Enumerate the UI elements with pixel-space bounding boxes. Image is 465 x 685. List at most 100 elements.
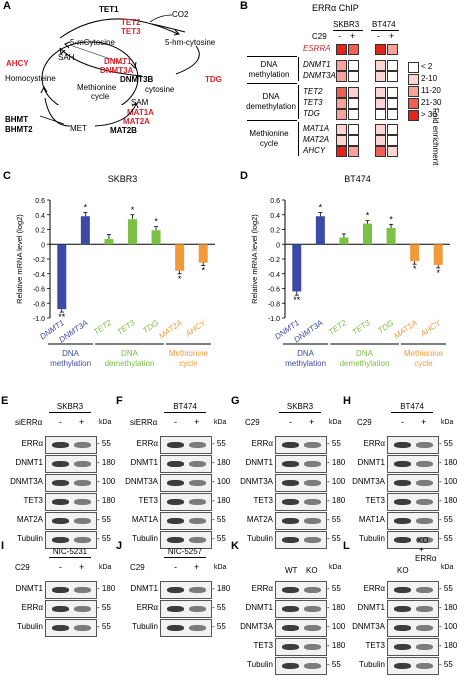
- y-tick-label: -1.0: [33, 316, 45, 323]
- group-label: DNA: [62, 349, 80, 358]
- 5hmc-label: 5-hm-cytosine: [165, 38, 216, 47]
- panel-label: K: [231, 540, 239, 552]
- blot-strip: [387, 619, 439, 637]
- blot-row-label: DNMT3A: [240, 476, 273, 486]
- blot-band: [189, 460, 206, 468]
- group-divider: [247, 56, 297, 57]
- panel-label: H: [343, 395, 351, 407]
- blot-strip: [45, 619, 97, 637]
- kda-value: - 55: [97, 514, 111, 524]
- lane-label: KO: [306, 566, 318, 575]
- blot-row-label: DNMT1: [357, 602, 385, 612]
- blot-band: [282, 498, 299, 506]
- blot-row-label: DNMT3A: [10, 476, 43, 486]
- blot-band: [167, 479, 184, 487]
- methionine-cycle-label: Methionine: [77, 83, 117, 92]
- heatmap-cell: [375, 71, 386, 82]
- treatment-label: C29: [245, 418, 260, 427]
- legend-label: < 2: [421, 62, 433, 71]
- 5mc-label: 5-mCytosine: [70, 38, 115, 47]
- blot-band: [416, 624, 433, 632]
- blot-band: [74, 479, 91, 487]
- heatmap-cell: [348, 60, 359, 71]
- bar: [386, 228, 396, 245]
- treatment-label: siERRα: [15, 418, 43, 427]
- blot-row-label: Tubulin: [247, 659, 273, 669]
- methionine-cycle-label-2: cycle: [91, 92, 110, 101]
- mat2b-label: MAT2B: [110, 126, 137, 135]
- blot-row-label: TET3: [365, 640, 385, 650]
- y-tick-label: -1.0: [268, 316, 280, 323]
- ahcy-label: AHCY: [6, 59, 29, 68]
- heatmap-cell: [375, 135, 386, 146]
- blot-band: [282, 479, 299, 487]
- blot-row-label: Tubulin: [359, 659, 385, 669]
- legend-label: > 30: [421, 110, 437, 119]
- blot-row-label: TET3: [138, 495, 158, 505]
- y-axis-label: Relative mRNA level (log2): [15, 214, 24, 304]
- blot-row-label: MAT1A: [358, 514, 385, 524]
- y-tick-label: -0.6: [268, 287, 280, 294]
- heatmap-cell: [375, 87, 386, 98]
- kda-value: - 100: [439, 621, 458, 631]
- blot-strip: [275, 600, 327, 618]
- blot-band: [304, 662, 321, 670]
- kda-value: - 55: [439, 438, 453, 448]
- lane-label: WT: [285, 566, 298, 575]
- heatmap-cell: [387, 135, 398, 146]
- kda-value: - 180: [212, 495, 231, 505]
- kda-value: - 55: [212, 514, 226, 524]
- blot-band: [304, 605, 321, 613]
- blot-band: [167, 605, 184, 613]
- blot-underline: [164, 557, 206, 558]
- y-tick-label: -0.8: [33, 301, 45, 308]
- y-axis-label: Relative mRNA level (log2): [250, 214, 259, 304]
- significance-star: *: [201, 266, 205, 276]
- blot-row-label: ERRα: [136, 602, 158, 612]
- significance-star: **: [293, 295, 301, 305]
- gene-tet3: TET3: [303, 98, 323, 107]
- blot-band: [304, 441, 321, 449]
- co2-label: CO2: [172, 10, 189, 19]
- blot-band: [416, 517, 433, 525]
- blot-strip: [387, 638, 439, 656]
- blot-strip: [160, 531, 212, 549]
- lane-label: KO: [397, 566, 409, 575]
- blot-band: [282, 536, 299, 544]
- significance-star: *: [436, 268, 440, 278]
- skbr3-underline: [333, 30, 363, 31]
- panel-label: E: [1, 395, 9, 407]
- kda-value: - 100: [97, 476, 116, 486]
- blot-band: [394, 441, 411, 449]
- methionine-cycle-lower: [39, 97, 139, 127]
- lane-minus: -: [289, 417, 292, 427]
- heatmap-cell: [336, 124, 347, 135]
- kda-value: - 180: [327, 495, 346, 505]
- kda-header: kDa: [99, 419, 112, 426]
- blot-band: [167, 441, 184, 449]
- blot-row-label: DNMT1: [15, 583, 43, 593]
- blot-row-label: Tubulin: [359, 533, 385, 543]
- blot-row-label: ERRα: [21, 438, 43, 448]
- blot-band: [416, 605, 433, 613]
- blot-band: [394, 460, 411, 468]
- group-label: demethylation: [105, 359, 155, 368]
- blot-strip: [275, 512, 327, 530]
- y-tick-label: 0.4: [35, 213, 45, 220]
- blot-band: [74, 441, 91, 449]
- kda-value: - 180: [97, 457, 116, 467]
- blot-strip: [387, 531, 439, 549]
- bt474-minus: -: [377, 31, 380, 41]
- group-label: Methionine: [169, 349, 209, 358]
- blot-strip: [387, 512, 439, 530]
- heatmap-cell: [348, 109, 359, 120]
- blot-band: [304, 643, 321, 651]
- blot-band: [416, 479, 433, 487]
- treatment-label: siERRα: [130, 418, 158, 427]
- y-tick-label: -0.6: [33, 287, 45, 294]
- blot-band: [394, 479, 411, 487]
- c29-label: C29: [312, 32, 327, 41]
- legend-swatch: [408, 74, 419, 85]
- group-label: cycle: [414, 359, 433, 368]
- lane-plus: +: [194, 562, 200, 572]
